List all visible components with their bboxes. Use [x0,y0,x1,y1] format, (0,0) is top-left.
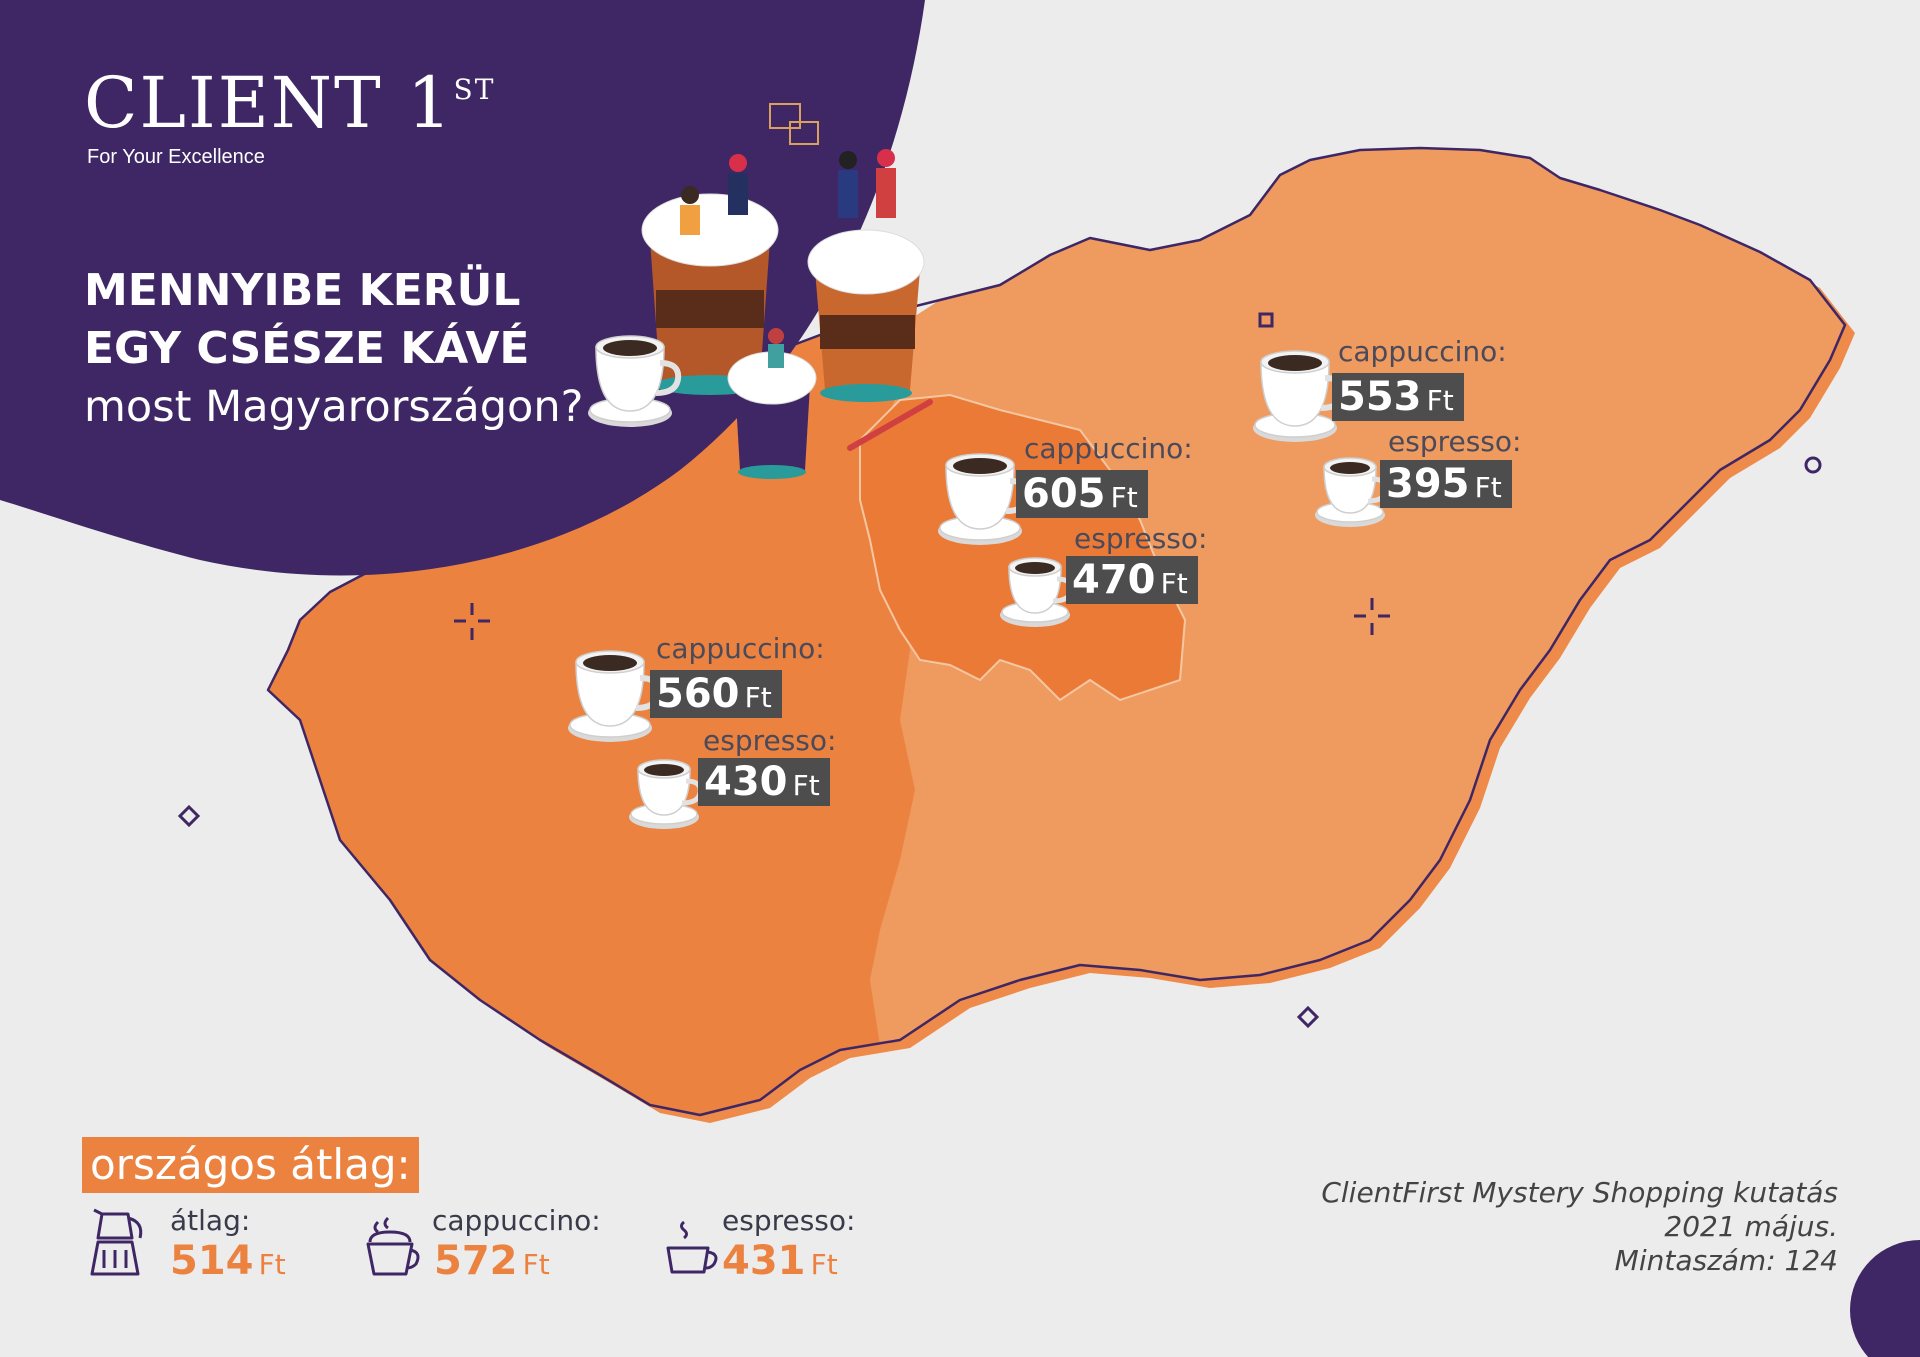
avg-overall-label: átlag: [170,1204,251,1237]
headline-line-1: MENNYIBE KERÜL [84,265,521,316]
east-espresso-label: espresso: [1388,425,1522,458]
avg-espresso-value: 431 Ft [722,1238,838,1284]
espresso-cup-icon [666,1220,718,1274]
moka-pot-icon [90,1208,143,1276]
purple-corner [0,0,925,576]
avg-espresso-label: espresso: [722,1204,856,1237]
budapest-espresso-price: 470 Ft [1066,556,1198,604]
east-espresso-price: 395 Ft [1380,460,1512,508]
coffee-illustration [641,103,933,479]
west-espresso-price: 430 Ft [698,758,830,806]
headline-line-2: EGY CSÉSZE KÁVÉ [84,323,530,374]
west-espresso-label: espresso: [703,724,837,757]
source-line-1: ClientFirst Mystery Shopping kutatás [1321,1176,1838,1209]
map-region-east [860,148,1845,1045]
avg-overall-value: 514 Ft [170,1238,286,1284]
brand-tagline: For Your Excellence [87,146,265,168]
map-border [266,146,1847,1117]
decorations [177,312,1822,1029]
east-cappuccino-label: cappuccino: [1338,335,1507,368]
west-cappuccino-label: cappuccino: [656,632,825,665]
cappuccino-cup-icon [366,1216,420,1276]
brand-logo: CLIENT 1ST [84,62,496,144]
east-cappuccino-price: 553 Ft [1332,373,1464,421]
budapest-espresso-label: espresso: [1074,522,1208,555]
source-note: ClientFirst Mystery Shopping kutatás 202… [1321,1176,1838,1278]
brand-logo-sup: ST [453,73,496,106]
avg-cappuccino-value: 572 Ft [434,1238,550,1284]
budapest-cappuccino-price: 605 Ft [1016,470,1148,518]
source-line-2: 2021 május. [1664,1210,1838,1243]
headline: MENNYIBE KERÜL EGY CSÉSZE KÁVÉ most Magy… [84,262,583,436]
national-average-title: országos átlag: [82,1137,419,1193]
west-cappuccino-price: 560 Ft [650,670,782,718]
corner-circle [1850,1240,1920,1357]
source-line-3: Mintaszám: 124 [1614,1244,1838,1277]
headline-line-3: most Magyarországon? [84,382,584,432]
avg-cappuccino-label: cappuccino: [432,1204,601,1237]
budapest-cappuccino-label: cappuccino: [1024,432,1193,465]
